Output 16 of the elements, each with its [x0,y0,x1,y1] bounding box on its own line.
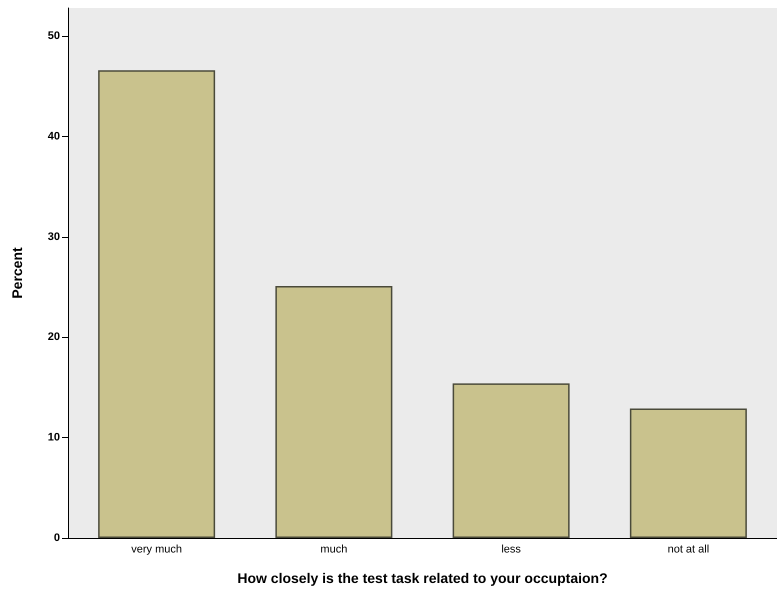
x-tick-label: less [501,544,522,556]
x-tick-label: much [320,544,348,556]
y-axis-title: Percent [9,246,25,299]
x-tick-label: not at all [668,544,710,556]
bar [630,408,747,538]
y-tick-label: 30 [48,230,60,243]
x-axis-title: How closely is the test task related to your occuptaion? [237,570,608,586]
y-tick-label: 20 [48,331,60,344]
y-tick-label: 10 [48,432,60,444]
bar [275,286,392,538]
y-tick-label: 40 [48,130,60,142]
y-tick-label: 0 [54,532,60,544]
y-tick-label: 50 [48,30,60,42]
bar [98,70,216,538]
x-tick-label: very much [131,544,182,556]
bar [452,383,570,538]
